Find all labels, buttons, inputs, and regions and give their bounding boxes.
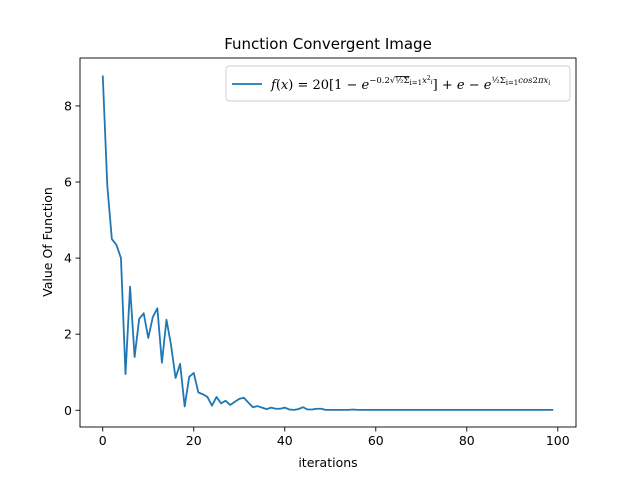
x-tick-label: 20: [186, 433, 202, 448]
series-line-0: [101, 75, 554, 411]
legend-box: [225, 65, 571, 102]
axes-frame: [79, 57, 577, 428]
x-axis: 0 20 40 60 80 100: [99, 427, 570, 448]
y-tick-label: 6: [64, 175, 72, 190]
y-axis-label: Value Of Function: [40, 187, 55, 297]
x-tick-label: 0: [99, 433, 107, 448]
y-tick-label: 2: [64, 327, 72, 342]
x-tick-label: 40: [277, 433, 293, 448]
x-axis-label: iterations: [298, 455, 357, 470]
x-tick-label: 100: [546, 433, 570, 448]
plot-area: [101, 75, 554, 411]
y-tick-label: 0: [64, 403, 72, 418]
y-tick-label: 8: [64, 98, 72, 113]
chart-title: Function Convergent Image: [224, 35, 432, 53]
x-tick-label: 60: [368, 433, 384, 448]
legend: f(x) = 20[1 − e−0.2√½Σi=1x2i] + e − e½Σi…: [225, 65, 571, 102]
x-tick-label: 80: [459, 433, 475, 448]
y-tick-label: 4: [64, 251, 72, 266]
legend-label: f(x) = 20[1 − e−0.2√½Σi=1x2i] + e − e½Σi…: [270, 75, 550, 93]
y-axis: 0 2 4 6 8: [64, 98, 80, 418]
